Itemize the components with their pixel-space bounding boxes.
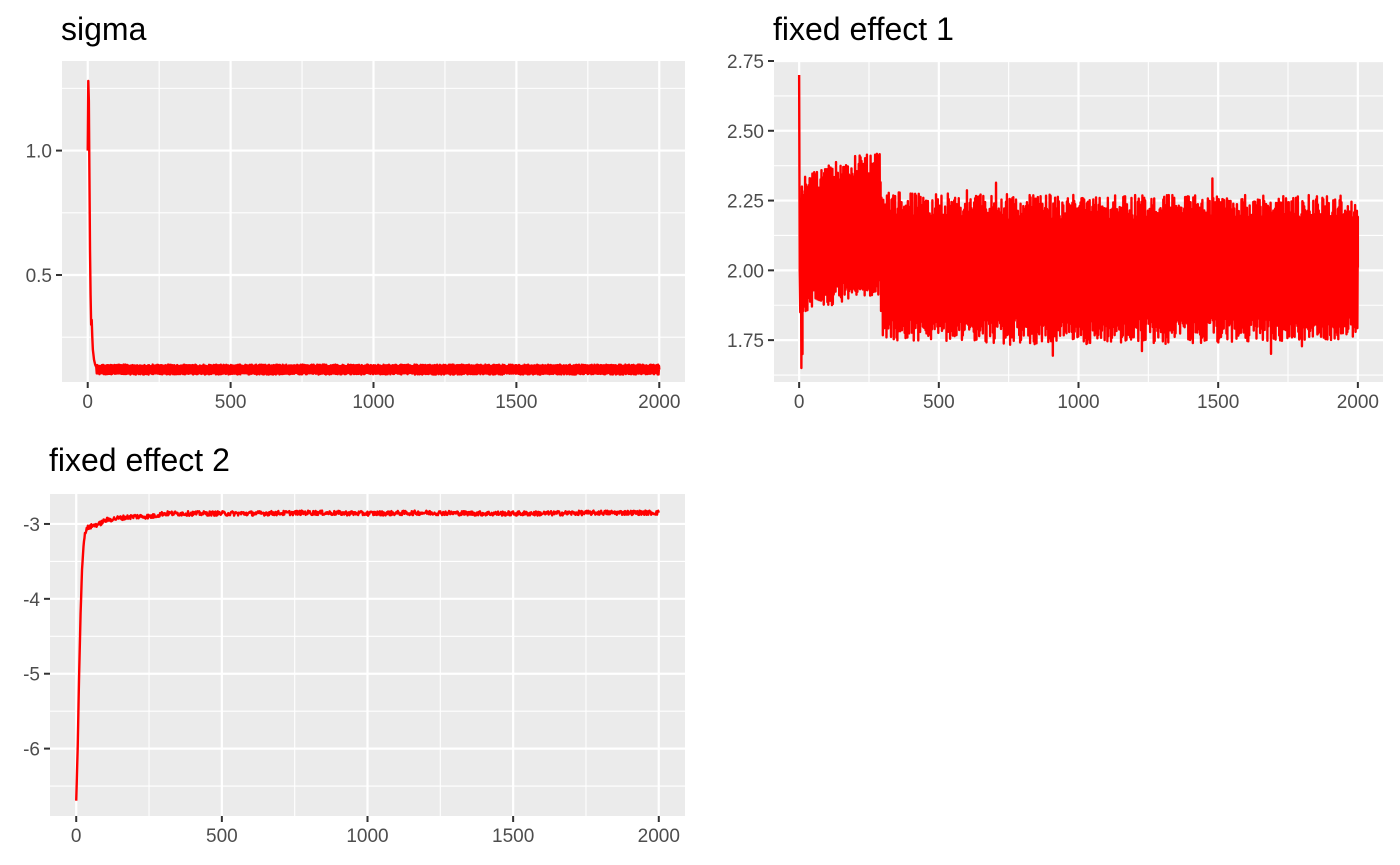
x-tick-label: 2000 xyxy=(1337,392,1379,413)
series-layer xyxy=(86,79,661,376)
x-tick-label: 1500 xyxy=(1197,392,1239,413)
x-tick-label: 0 xyxy=(71,826,82,847)
series-line xyxy=(86,79,661,376)
x-tick-label: 500 xyxy=(923,392,955,413)
panel-title: fixed effect 1 xyxy=(773,11,954,47)
x-tick-label: 2000 xyxy=(638,826,680,847)
y-tick-label: 0.5 xyxy=(26,266,52,287)
x-tick-label: 1500 xyxy=(495,392,537,413)
y-tick-label: 1.0 xyxy=(26,142,52,163)
x-tick-label: 500 xyxy=(206,826,238,847)
x-tick-label: 0 xyxy=(82,392,93,413)
y-tick-label: -6 xyxy=(23,740,40,761)
x-tick-label: 1000 xyxy=(352,392,394,413)
x-tick-label: 1500 xyxy=(492,826,534,847)
y-tick-label: 2.75 xyxy=(727,52,764,73)
y-tick-label: -4 xyxy=(23,590,40,611)
series-line xyxy=(797,74,1360,370)
x-tick-label: 1000 xyxy=(1057,392,1099,413)
series-line xyxy=(75,509,660,801)
y-tick-label: 2.00 xyxy=(727,261,764,282)
panel-title: fixed effect 2 xyxy=(49,442,230,478)
y-tick-label: 1.75 xyxy=(727,331,764,352)
y-tick-label: 2.25 xyxy=(727,192,764,213)
series-layer xyxy=(75,509,660,801)
x-tick-label: 0 xyxy=(794,392,805,413)
panel-fixed-effect-1: fixed effect 1 0 500 1000 1500 2000 1.75 2.00 2… xyxy=(727,11,1383,413)
y-tick-label: -3 xyxy=(23,515,40,536)
panel-fixed-effect-2: fixed effect 2 0 500 1000 1500 2000 -6 -5 -4 -3 xyxy=(23,442,685,847)
series-layer xyxy=(797,74,1360,370)
x-tick-label: 1000 xyxy=(346,826,388,847)
y-tick-label: -5 xyxy=(23,665,40,686)
panel-sigma: sigma 0 500 1000 1500 2000 0.5 1.0 xyxy=(26,11,685,413)
x-tick-label: 2000 xyxy=(638,392,680,413)
y-tick-label: 2.50 xyxy=(727,122,764,143)
panel-title: sigma xyxy=(61,11,147,47)
x-tick-label: 500 xyxy=(215,392,247,413)
